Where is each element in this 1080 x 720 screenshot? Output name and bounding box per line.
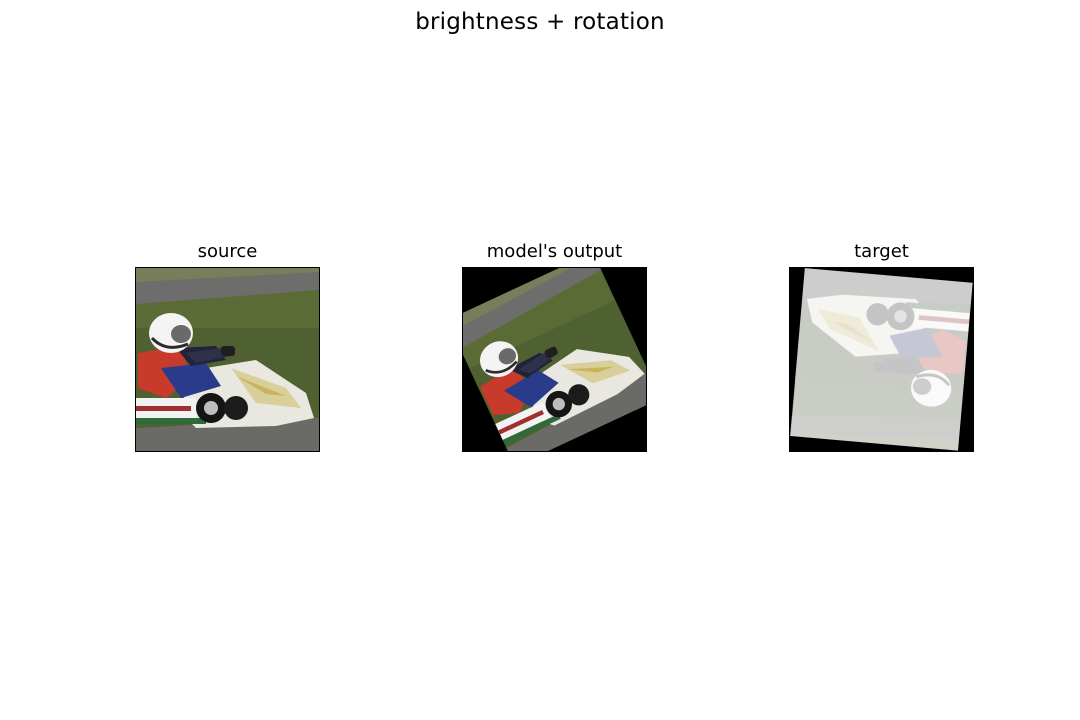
panel-title-model-output: model's output xyxy=(486,241,623,262)
model-output-image xyxy=(462,267,647,452)
kart-photo-source xyxy=(136,268,319,451)
kart-photo-rotated xyxy=(463,268,646,451)
target-image xyxy=(789,267,974,452)
kart-photo-target xyxy=(790,268,973,451)
figure-title: brightness + rotation xyxy=(415,9,665,35)
source-image xyxy=(135,267,320,452)
panel-title-source: source xyxy=(197,241,258,262)
panel-title-target: target xyxy=(854,241,909,262)
